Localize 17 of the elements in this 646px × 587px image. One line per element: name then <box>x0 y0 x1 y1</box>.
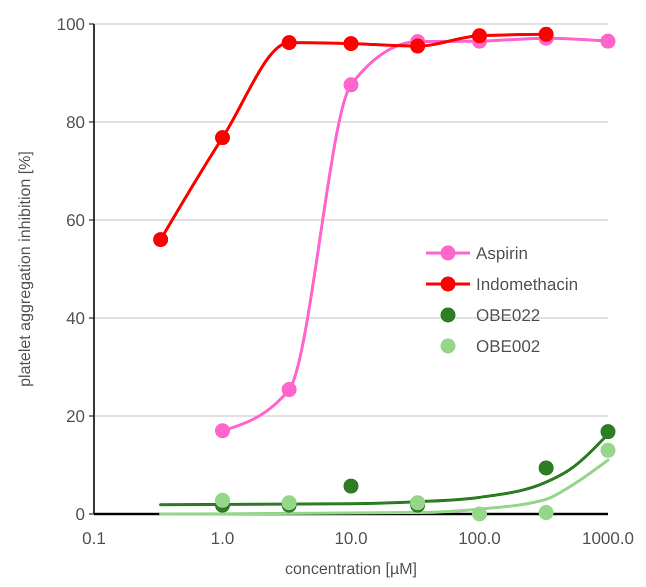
x-tick-label: 0.1 <box>82 529 106 548</box>
y-tick-label: 40 <box>66 308 85 328</box>
y-axis-title: platelet aggregation inhibition [%] <box>17 151 34 387</box>
x-tick-label: 10.0 <box>334 529 368 548</box>
y-tick-label: 80 <box>66 112 85 132</box>
legend-label: OBE002 <box>476 336 540 356</box>
y-tick-label: 100 <box>56 14 85 34</box>
legend-label: Aspirin <box>476 244 528 263</box>
x-tick-label: 100.0 <box>458 529 501 548</box>
y-tick-label: 20 <box>66 406 85 426</box>
x-tick-label: 1.0 <box>210 529 234 548</box>
x-axis-title: concentration [µM] <box>285 561 417 578</box>
x-tick-label: 1000.0 <box>582 529 634 548</box>
legend-label: Indomethacin <box>476 274 578 294</box>
y-tick-label: 0 <box>76 504 85 524</box>
y-tick-label: 60 <box>66 210 85 230</box>
legend-label: OBE022 <box>476 306 540 325</box>
